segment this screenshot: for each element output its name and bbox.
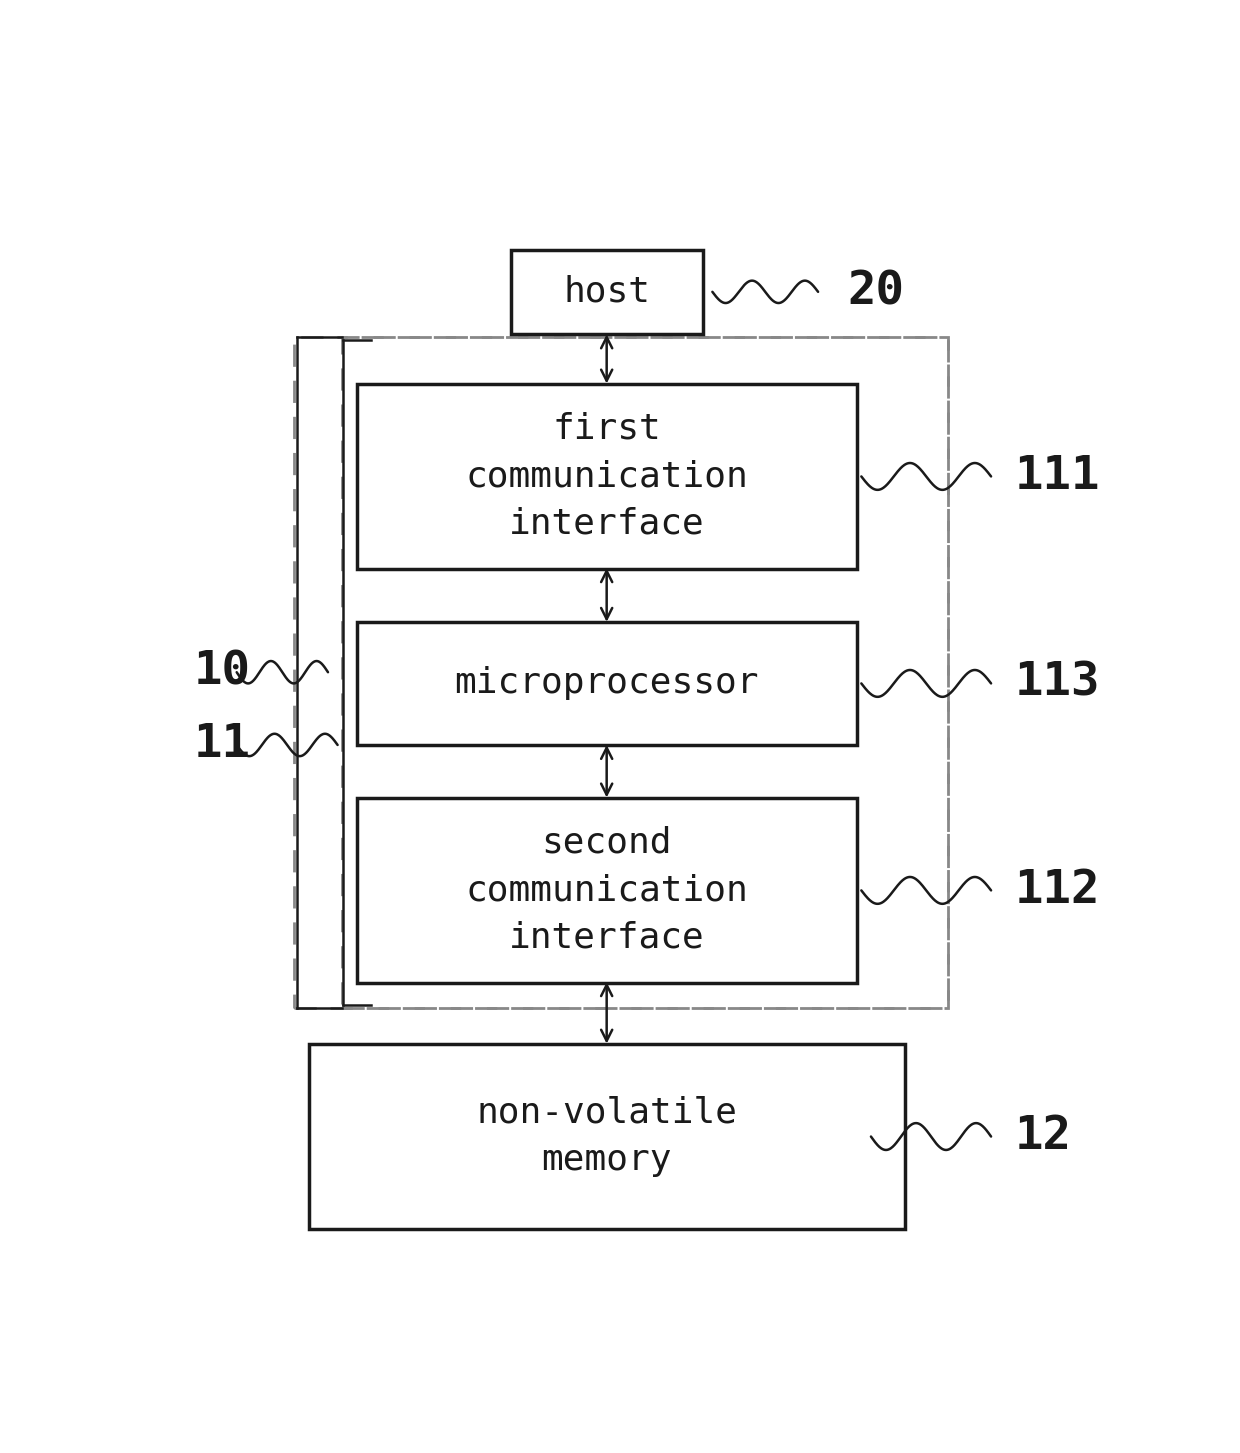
Text: second
communication
interface: second communication interface — [465, 825, 748, 955]
Text: 113: 113 — [1016, 661, 1101, 706]
Bar — [511, 250, 703, 334]
Bar — [342, 337, 947, 1008]
Text: 112: 112 — [1016, 867, 1101, 912]
Text: microprocessor: microprocessor — [454, 667, 759, 700]
Bar — [357, 622, 857, 745]
Text: first
communication
interface: first communication interface — [465, 413, 748, 541]
Text: host: host — [563, 275, 650, 309]
Bar — [357, 798, 857, 982]
Bar — [309, 1045, 905, 1229]
Text: 20: 20 — [847, 269, 904, 314]
Text: 111: 111 — [1016, 453, 1101, 498]
Text: 10: 10 — [193, 649, 250, 695]
Bar — [294, 337, 947, 1008]
Text: 12: 12 — [1016, 1114, 1073, 1159]
Text: 11: 11 — [193, 722, 250, 767]
Text: non-volatile
memory: non-volatile memory — [476, 1096, 737, 1177]
Bar — [357, 384, 857, 568]
